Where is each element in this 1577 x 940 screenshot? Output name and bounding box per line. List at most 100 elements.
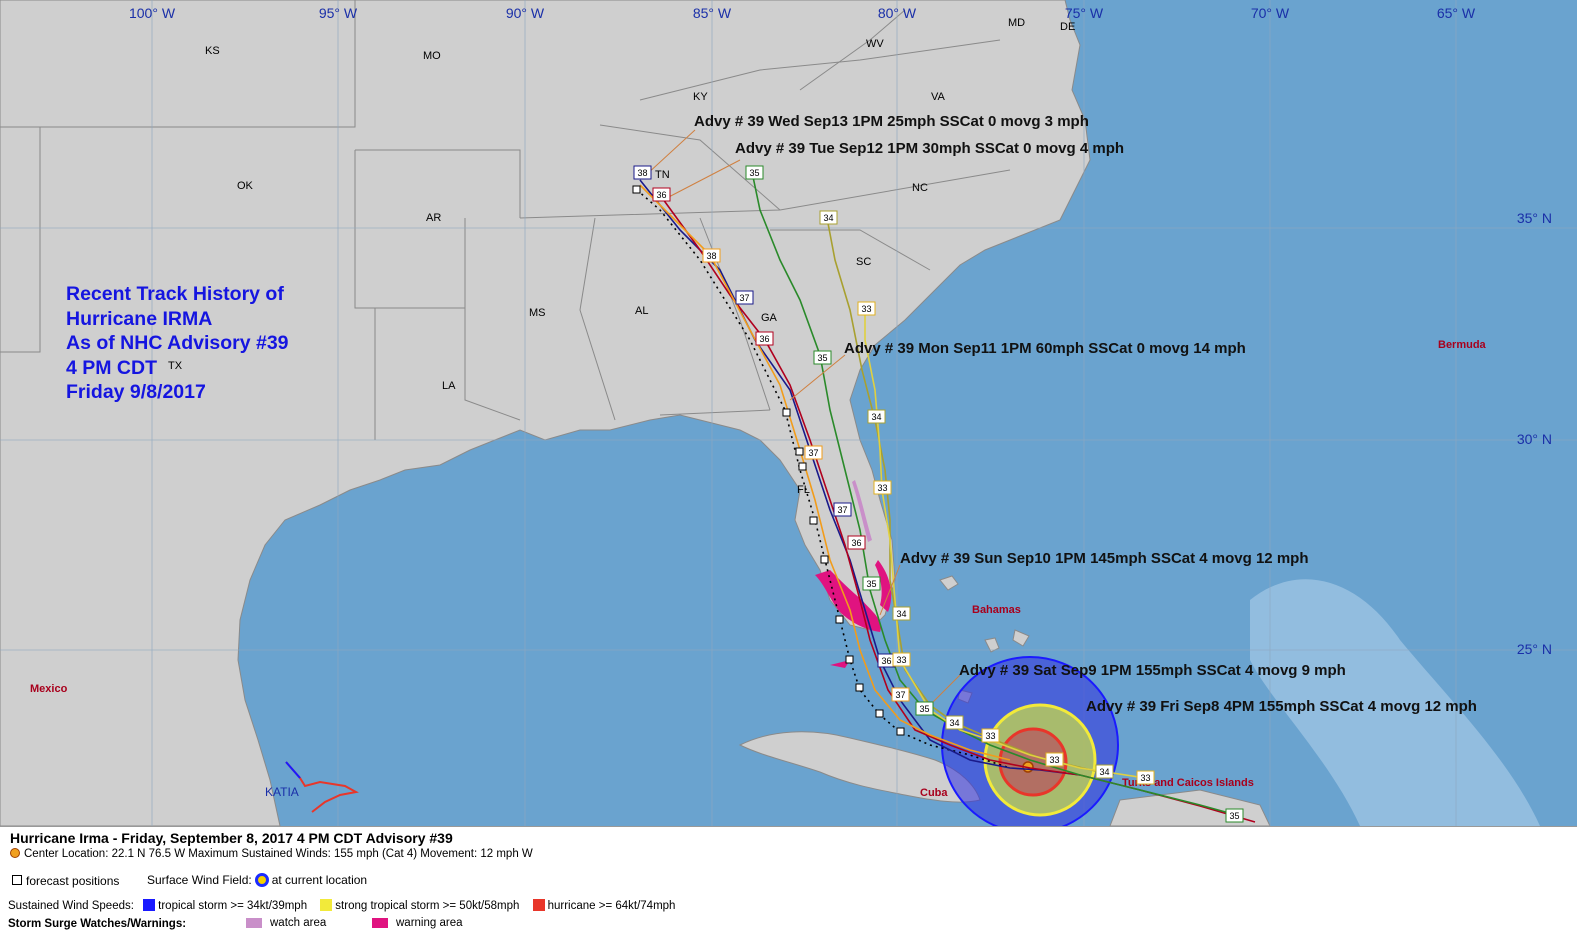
- katia-track-segment: [285, 761, 301, 779]
- advisory-annotation: Advy # 39 Wed Sep13 1PM 25mph SSCat 0 mo…: [694, 113, 1089, 130]
- longitude-label: 65° W: [1437, 5, 1476, 21]
- watch-area-swatch-icon: [246, 918, 262, 928]
- latitude-label: 30° N: [1517, 431, 1552, 447]
- track-label-box: 33: [892, 652, 911, 667]
- svg-text:37: 37: [739, 293, 749, 303]
- strong-tropical-storm-text: strong tropical storm >= 50kt/58mph: [335, 900, 520, 912]
- svg-text:36: 36: [759, 334, 769, 344]
- center-info-text: Center Location: 22.1 N 76.5 W Maximum S…: [24, 848, 533, 860]
- advisory-annotation: Advy # 39 Tue Sep12 1PM 30mph SSCat 0 mo…: [735, 140, 1124, 157]
- track-label-box: 35: [813, 350, 832, 365]
- storm-surge-warning-area: [875, 560, 892, 612]
- title-line: As of NHC Advisory #39: [66, 332, 289, 354]
- svg-text:33: 33: [1049, 755, 1059, 765]
- longitude-label: 70° W: [1251, 5, 1290, 21]
- legend-heading: Hurricane Irma - Friday, September 8, 20…: [10, 830, 453, 846]
- state-label: KS: [205, 45, 220, 57]
- svg-text:34: 34: [896, 609, 906, 619]
- forecast-track-olive: [826, 217, 1101, 773]
- svg-text:34: 34: [871, 412, 881, 422]
- longitude-label: 100° W: [129, 5, 176, 21]
- state-label: FL: [797, 484, 810, 496]
- advisory-annotation: Advy # 39 Sat Sep9 1PM 155mph SSCat 4 mo…: [959, 662, 1346, 679]
- title-line: 4 PM CDT: [66, 356, 158, 379]
- latitude-label: 35° N: [1517, 210, 1552, 226]
- legend-forecast-positions: forecast positions: [12, 874, 119, 888]
- longitude-label: 90° W: [506, 5, 545, 21]
- map-canvas: 100° W 95° W 90° W 85° W 80° W 75° W 70°…: [0, 0, 1577, 826]
- svg-text:34: 34: [949, 718, 959, 728]
- advisory-annotation: Advy # 39 Fri Sep8 4PM 155mph SSCat 4 mo…: [1086, 698, 1477, 715]
- state-label: NC: [912, 182, 928, 194]
- warning-area-text: warning area: [396, 917, 463, 929]
- svg-text:38: 38: [706, 251, 716, 261]
- track-label-box: 37: [891, 687, 910, 702]
- strong-tropical-storm-swatch-icon: [320, 899, 333, 911]
- svg-text:36: 36: [851, 538, 861, 548]
- track-label-box: 36: [847, 535, 866, 550]
- bahamas-islands: [939, 575, 1030, 704]
- katia-track: [285, 761, 359, 813]
- legend-center-info: Center Location: 22.1 N 76.5 W Maximum S…: [10, 848, 533, 860]
- svg-text:33: 33: [985, 731, 995, 741]
- state-label: AL: [635, 305, 648, 317]
- united-states-land: [0, 0, 1091, 826]
- track-label-box: 35: [1225, 808, 1244, 823]
- storm-surge-warning-area: [830, 660, 850, 668]
- legend-panel: Hurricane Irma - Friday, September 8, 20…: [0, 826, 1577, 940]
- track-label-box: 34: [1095, 764, 1114, 779]
- track-label-box: 33: [981, 728, 1000, 743]
- place-label-turks-caicos: Turks and Caicos Islands: [1122, 777, 1254, 789]
- state-label: TN: [655, 169, 670, 181]
- warning-area-swatch-icon: [372, 918, 388, 928]
- state-label: VA: [931, 91, 946, 103]
- svg-text:35: 35: [749, 168, 759, 178]
- place-label-katia: KATIA: [265, 785, 299, 799]
- title-line: Hurricane IRMA: [66, 307, 213, 330]
- advisory-annotation: Advy # 39 Mon Sep11 1PM 60mph SSCat 0 mo…: [844, 340, 1246, 357]
- state-label: OK: [237, 180, 254, 192]
- svg-text:38: 38: [637, 168, 647, 178]
- track-label-box: 34: [892, 606, 911, 621]
- forecast-square-icon: [12, 875, 22, 885]
- svg-text:34: 34: [1099, 767, 1109, 777]
- map-title: Recent Track History of Hurricane IRMA A…: [66, 282, 289, 405]
- track-label-box: 36: [755, 331, 774, 346]
- center-location-icon: [10, 848, 20, 858]
- state-label: WV: [866, 38, 884, 50]
- annotation-leaders: [645, 129, 961, 706]
- track-label-box: 35: [862, 576, 881, 591]
- surface-wind-field: [941, 656, 1119, 826]
- state-label: TX: [168, 360, 183, 372]
- track-label-box: 33: [873, 480, 892, 495]
- place-label-cuba: Cuba: [920, 787, 948, 799]
- hurricane-swatch-icon: [532, 899, 545, 911]
- state-label: KY: [693, 91, 708, 103]
- legend-watch-area: watch area: [246, 917, 326, 929]
- svg-text:35: 35: [817, 353, 827, 363]
- title-line: Recent Track History of: [66, 283, 284, 305]
- place-label-bahamas: Bahamas: [972, 604, 1021, 616]
- wind-speeds-label: Sustained Wind Speeds:: [8, 900, 134, 912]
- state-label: AR: [426, 212, 441, 224]
- track-label-box: 35: [915, 701, 934, 716]
- forecast-track-green: [751, 171, 1241, 817]
- state-label: LA: [442, 380, 456, 392]
- state-label: MD: [1008, 17, 1025, 29]
- forecast-position-markers: [632, 185, 905, 736]
- svg-text:35: 35: [1229, 811, 1239, 821]
- svg-text:33: 33: [861, 304, 871, 314]
- svg-text:35: 35: [866, 579, 876, 589]
- track-label-box: 34: [945, 715, 964, 730]
- forecast-track-dotted: [636, 189, 1011, 769]
- hurricane-text: hurricane >= 64kt/74mph: [547, 900, 676, 912]
- svg-text:35: 35: [919, 704, 929, 714]
- svg-text:33: 33: [896, 655, 906, 665]
- svg-text:36: 36: [881, 656, 891, 666]
- track-label-box: 37: [833, 502, 852, 517]
- track-label-box: 35: [745, 165, 764, 180]
- latitude-label: 25° N: [1517, 641, 1552, 657]
- longitude-label: 95° W: [319, 5, 358, 21]
- legend-wind-field: Surface Wind Field: at current location: [147, 873, 367, 887]
